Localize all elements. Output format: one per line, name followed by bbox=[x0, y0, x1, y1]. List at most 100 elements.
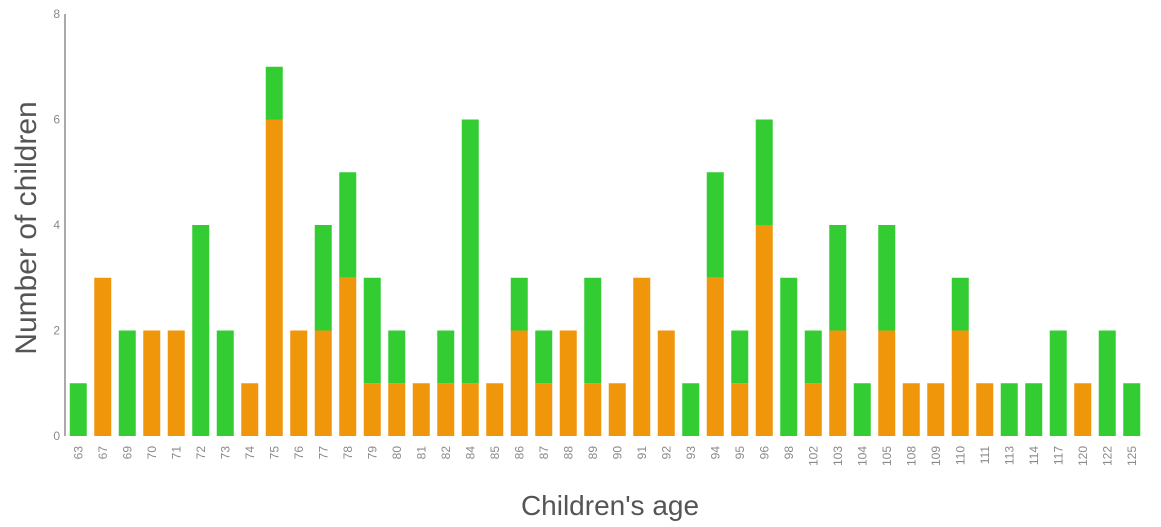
bar-74-series-1 bbox=[241, 383, 259, 436]
x-tick-label: 82 bbox=[439, 446, 453, 460]
bar-90-series-1 bbox=[608, 383, 626, 436]
bar-120-series-1 bbox=[1074, 383, 1092, 436]
x-tick-label: 110 bbox=[953, 446, 967, 465]
x-tick-label: 78 bbox=[341, 446, 355, 460]
bar-87-series-1 bbox=[535, 383, 553, 436]
bar-80-series-2 bbox=[388, 330, 406, 384]
bar-63-series-2 bbox=[69, 383, 87, 436]
x-tick-label: 108 bbox=[904, 446, 918, 466]
bar-79-series-2 bbox=[363, 277, 381, 384]
bar-103-series-2 bbox=[829, 225, 847, 331]
bar-113-series-2 bbox=[1000, 383, 1018, 436]
x-tick-label: 74 bbox=[243, 446, 257, 460]
x-tick-label: 105 bbox=[880, 446, 894, 466]
bar-114-series-2 bbox=[1025, 383, 1043, 436]
bar-95-series-2 bbox=[731, 330, 749, 384]
x-tick-label: 67 bbox=[96, 446, 110, 460]
bar-94-series-2 bbox=[706, 172, 724, 278]
bar-71-series-1 bbox=[167, 330, 185, 436]
bar-95-series-1 bbox=[731, 383, 749, 436]
y-tick-label: 8 bbox=[53, 7, 60, 21]
bar-108-series-1 bbox=[902, 383, 920, 436]
x-tick-label: 113 bbox=[1002, 446, 1016, 465]
x-tick-label: 90 bbox=[610, 446, 624, 460]
bar-77-series-2 bbox=[314, 225, 332, 331]
x-tick-label: 84 bbox=[463, 446, 477, 460]
bar-75-series-2 bbox=[265, 66, 283, 120]
bar-103-series-1 bbox=[829, 330, 847, 436]
x-tick-label: 75 bbox=[267, 446, 281, 460]
bar-88-series-1 bbox=[559, 330, 577, 436]
x-tick-label: 81 bbox=[414, 446, 428, 460]
bar-82-series-2 bbox=[437, 330, 455, 384]
x-tick-label: 87 bbox=[537, 446, 551, 460]
x-tick-label: 98 bbox=[782, 446, 796, 460]
x-tick-label: 109 bbox=[929, 446, 943, 466]
bar-96-series-2 bbox=[755, 119, 773, 225]
bar-96-series-1 bbox=[755, 225, 773, 436]
bar-81-series-1 bbox=[412, 383, 430, 436]
bar-105-series-2 bbox=[878, 225, 896, 331]
x-tick-labels: 63 67 69 70 71 72 73 74 75 76 77 78 79 80 81 82 84 85 86 87… bbox=[71, 446, 1139, 466]
bar-77-series-1 bbox=[314, 330, 332, 436]
bar-69-series-2 bbox=[118, 330, 136, 436]
bar-110-series-1 bbox=[951, 330, 969, 436]
x-tick-label: 70 bbox=[145, 446, 159, 460]
bar-89-series-2 bbox=[584, 277, 602, 384]
y-tick-labels: 0 2 4 6 8 bbox=[53, 7, 60, 443]
x-tick-label: 111 bbox=[978, 446, 992, 465]
bar-94-series-1 bbox=[706, 277, 724, 436]
bars-group bbox=[69, 66, 1141, 436]
bar-102-series-1 bbox=[804, 383, 822, 436]
bar-84-series-2 bbox=[461, 119, 479, 384]
bar-125-series-2 bbox=[1123, 383, 1141, 436]
y-tick-label: 6 bbox=[53, 113, 60, 127]
x-tick-label: 120 bbox=[1076, 446, 1090, 466]
x-tick-label: 89 bbox=[586, 446, 600, 460]
bar-67-series-1 bbox=[94, 277, 112, 436]
y-tick-label: 2 bbox=[53, 324, 60, 338]
bar-109-series-1 bbox=[927, 383, 945, 436]
x-tick-label: 76 bbox=[292, 446, 306, 460]
bar-73-series-2 bbox=[216, 330, 234, 436]
x-tick-label: 73 bbox=[218, 446, 232, 460]
bar-79-series-1 bbox=[363, 383, 381, 436]
bar-80-series-1 bbox=[388, 383, 406, 436]
bar-84-series-1 bbox=[461, 383, 479, 436]
x-tick-label: 88 bbox=[561, 446, 575, 460]
bar-117-series-2 bbox=[1049, 330, 1067, 436]
x-tick-label: 125 bbox=[1125, 446, 1139, 466]
x-tick-label: 94 bbox=[708, 446, 722, 460]
bar-86-series-1 bbox=[510, 330, 528, 436]
bar-111-series-1 bbox=[976, 383, 994, 436]
bar-89-series-1 bbox=[584, 383, 602, 436]
bar-75-series-1 bbox=[265, 119, 283, 436]
x-tick-label: 95 bbox=[733, 446, 747, 460]
bar-76-series-1 bbox=[290, 330, 308, 436]
x-tick-label: 91 bbox=[635, 446, 649, 460]
x-tick-label: 102 bbox=[806, 446, 820, 466]
bar-87-series-2 bbox=[535, 330, 553, 384]
x-tick-label: 80 bbox=[390, 446, 404, 460]
x-tick-label: 103 bbox=[831, 446, 845, 466]
x-tick-label: 85 bbox=[488, 446, 502, 460]
bar-122-series-2 bbox=[1098, 330, 1116, 436]
x-tick-label: 72 bbox=[194, 446, 208, 460]
bar-92-series-1 bbox=[657, 330, 675, 436]
bar-78-series-2 bbox=[339, 172, 357, 278]
bar-102-series-2 bbox=[804, 330, 822, 384]
x-tick-label: 92 bbox=[659, 446, 673, 460]
x-tick-label: 96 bbox=[757, 446, 771, 460]
bar-70-series-1 bbox=[143, 330, 161, 436]
bar-105-series-1 bbox=[878, 330, 896, 436]
x-tick-label: 86 bbox=[512, 446, 526, 460]
bar-104-series-2 bbox=[853, 383, 871, 436]
bar-98-series-2 bbox=[780, 277, 798, 436]
x-tick-label: 71 bbox=[169, 446, 183, 460]
bar-91-series-1 bbox=[633, 277, 651, 436]
bar-72-series-2 bbox=[192, 225, 210, 436]
bar-82-series-1 bbox=[437, 383, 455, 436]
x-tick-label: 77 bbox=[316, 446, 330, 460]
x-tick-label: 63 bbox=[71, 446, 85, 460]
